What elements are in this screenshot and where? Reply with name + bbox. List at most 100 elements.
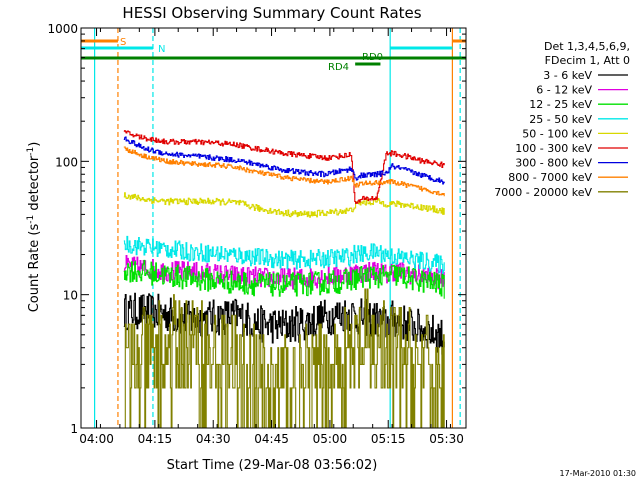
data-point <box>392 273 393 274</box>
data-point <box>355 355 356 356</box>
legend-entry-label: 50 - 100 keV <box>522 127 592 140</box>
data-point <box>306 259 307 260</box>
data-point <box>325 316 326 317</box>
data-point <box>123 265 124 266</box>
series-6 <box>123 136 445 185</box>
data-point <box>351 273 352 274</box>
data-point <box>351 280 352 281</box>
data-point <box>376 174 377 175</box>
data-point <box>376 270 377 271</box>
data-point <box>392 153 393 154</box>
data-point <box>259 164 260 165</box>
series-2 <box>123 259 445 299</box>
data-point <box>438 192 439 193</box>
data-point <box>236 374 237 375</box>
data-point <box>376 251 377 252</box>
series-8 <box>123 288 445 428</box>
data-point <box>236 255 237 256</box>
legend-header-line-2: FDecim 1, Att 0 <box>545 54 630 67</box>
data-point <box>123 148 124 149</box>
data-point <box>236 282 237 283</box>
data-point <box>325 282 326 283</box>
data-point <box>213 280 214 281</box>
data-point <box>351 154 352 155</box>
data-point <box>259 387 260 388</box>
data-point <box>189 163 190 164</box>
data-point <box>236 160 237 161</box>
data-point <box>213 142 214 143</box>
data-point <box>386 364 387 365</box>
x-tick-label: 05:30 <box>429 432 464 446</box>
legend-entry-label: 800 - 7000 keV <box>508 171 592 184</box>
data-point <box>392 166 393 167</box>
data-point <box>423 161 424 162</box>
legend-entry-label: 3 - 6 keV <box>543 69 592 82</box>
data-point <box>355 177 356 178</box>
data-point <box>351 177 352 178</box>
data-point <box>283 212 284 213</box>
data-point <box>325 374 326 375</box>
data-point <box>283 326 284 327</box>
data-point <box>407 185 408 186</box>
data-point <box>438 263 439 264</box>
data-point <box>376 201 377 202</box>
data-point <box>386 278 387 279</box>
data-point <box>283 169 284 170</box>
data-point <box>423 281 424 282</box>
data-point <box>423 207 424 208</box>
x-tick-label: 04:45 <box>254 432 289 446</box>
data-point <box>213 201 214 202</box>
data-point <box>355 278 356 279</box>
data-point <box>438 210 439 211</box>
plot-frame <box>80 27 467 429</box>
data-point <box>325 258 326 259</box>
data-point <box>386 172 387 173</box>
data-point <box>355 252 356 253</box>
data-point <box>438 163 439 164</box>
series-7 <box>123 146 445 197</box>
data-point <box>166 355 167 356</box>
data-point <box>392 181 393 182</box>
generation-timestamp: 17-Mar-2010 01:30 <box>560 469 637 478</box>
data-point <box>166 248 167 249</box>
data-point <box>143 364 144 365</box>
data-point <box>213 253 214 254</box>
data-point <box>189 201 190 202</box>
data-point <box>213 364 214 365</box>
data-point <box>306 155 307 156</box>
data-point <box>236 144 237 145</box>
data-point <box>166 141 167 142</box>
legend-entry-label: 6 - 12 keV <box>536 84 592 97</box>
data-point <box>166 153 167 154</box>
data-point <box>355 185 356 186</box>
data-point <box>444 287 445 288</box>
data-point <box>351 210 352 211</box>
data-point <box>423 175 424 176</box>
data-point <box>283 284 284 285</box>
data-point <box>444 194 445 195</box>
x-tick-label: 05:15 <box>371 432 406 446</box>
data-point <box>392 355 393 356</box>
series-line <box>123 130 445 204</box>
legend-entry-label: 100 - 300 keV <box>515 142 592 155</box>
data-point <box>386 203 387 204</box>
data-point <box>236 275 237 276</box>
x-tick-label: 04:15 <box>138 432 173 446</box>
data-point <box>407 258 408 259</box>
data-point <box>259 324 260 325</box>
data-point <box>143 271 144 272</box>
legend-entry-label: 7000 - 20000 keV <box>494 186 592 199</box>
data-point <box>213 273 214 274</box>
data-point <box>259 149 260 150</box>
data-point <box>143 155 144 156</box>
data-point <box>143 137 144 138</box>
data-point <box>283 177 284 178</box>
data-point <box>423 261 424 262</box>
flag-label-rd4: RD4 <box>328 62 349 73</box>
legend-entry-label: 300 - 800 keV <box>515 157 592 170</box>
y-tick-label: 1000 <box>47 22 78 36</box>
data-point <box>236 167 237 168</box>
series-line <box>123 259 445 299</box>
data-point <box>123 374 124 375</box>
